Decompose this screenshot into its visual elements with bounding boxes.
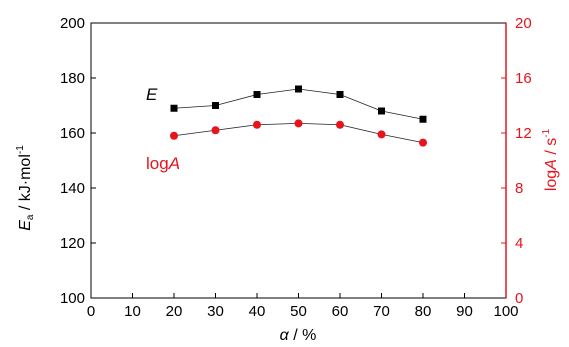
series-label-E: E (146, 85, 158, 104)
left-tick-label: 100 (60, 290, 85, 307)
left-y-axis-label: Ea / kJ·mol-1 (15, 145, 36, 231)
x-tick-label: 20 (166, 303, 183, 320)
point-logA (336, 120, 344, 129)
right-tick-label: 20 (515, 15, 532, 32)
point-E (419, 115, 427, 123)
x-tick-label: 40 (249, 303, 266, 320)
point-logA (419, 138, 427, 147)
left-axis-ticks: 100 120 140 160 180 200 (60, 15, 96, 307)
left-tick-label: 160 (60, 125, 85, 142)
point-E (212, 102, 219, 109)
left-tick-label: 140 (60, 180, 85, 197)
series-layer (170, 85, 427, 147)
point-E (336, 91, 344, 98)
x-tick-label: 0 (87, 303, 95, 320)
right-tick-label: 0 (515, 290, 523, 307)
point-E (378, 107, 385, 115)
point-logA (253, 120, 261, 129)
right-tick-label: 4 (515, 235, 523, 252)
x-tick-label: 60 (332, 303, 349, 320)
series-label-logA: logA (146, 154, 180, 173)
right-axis-ticks: 0 4 8 12 16 20 (501, 15, 532, 307)
right-tick-label: 16 (515, 70, 532, 87)
left-tick-label: 180 (60, 70, 85, 87)
x-tick-label: 90 (456, 303, 473, 320)
x-tick-label: 10 (124, 303, 141, 320)
point-logA (377, 130, 386, 139)
right-tick-label: 8 (515, 180, 523, 197)
left-tick-label: 120 (60, 235, 85, 252)
x-tick-label: 100 (493, 303, 518, 320)
point-logA (294, 119, 303, 128)
right-y-axis-label: logA / s-1 (541, 128, 560, 191)
x-axis-ticks: 0 10 20 30 40 50 60 70 80 90 100 (87, 293, 519, 320)
point-logA (211, 126, 220, 135)
x-tick-label: 70 (373, 303, 390, 320)
point-logA (170, 131, 178, 140)
x-tick-label: 80 (415, 303, 432, 320)
right-tick-label: 12 (515, 125, 532, 142)
x-tick-label: 50 (290, 303, 307, 320)
point-E (295, 85, 302, 93)
x-axis-label: α / % (280, 327, 317, 344)
x-tick-label: 30 (207, 303, 224, 320)
point-E (170, 104, 178, 112)
point-E (253, 91, 261, 98)
series-line-E (173, 88, 424, 120)
left-tick-label: 200 (60, 15, 85, 32)
